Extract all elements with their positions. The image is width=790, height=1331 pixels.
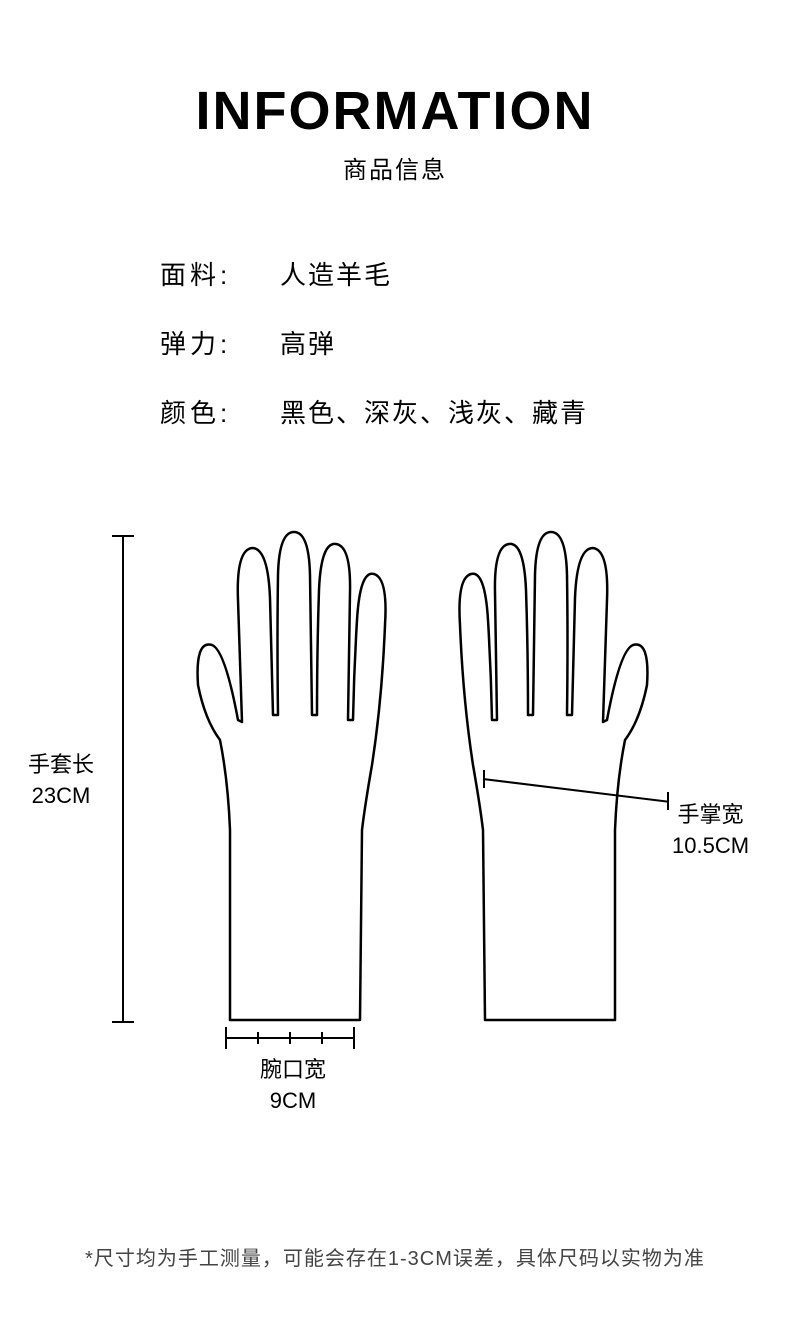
wrist-text: 腕口宽 [260,1055,326,1086]
spec-label: 弹力: [160,324,280,361]
size-diagram: 手套长 23CM 腕口宽 9CM 手掌宽 10.5CM [0,520,790,1080]
wrist-tick [289,1032,291,1044]
length-text: 手套长 [28,750,94,781]
spec-row: 颜色: 黑色、深灰、浅灰、藏青 [160,393,790,430]
height-cap-bottom [112,1021,134,1023]
height-line [122,535,124,1023]
wrist-value: 9CM [260,1086,326,1117]
spec-row: 面料: 人造羊毛 [160,255,790,292]
spec-row: 弹力: 高弹 [160,324,790,361]
glove-right-icon [445,520,655,1025]
footnote: *尺寸均为手工测量，可能会存在1-3CM误差，具体尺码以实物为准 [0,1242,790,1271]
length-value: 23CM [28,781,94,812]
wrist-tick [321,1032,323,1044]
spec-value: 人造羊毛 [280,255,392,292]
palm-cap-right [667,792,669,810]
header: INFORMATION 商品信息 [0,0,790,185]
glove-left-icon [190,520,400,1025]
spec-value: 高弹 [280,324,336,361]
palm-text: 手掌宽 [672,800,749,831]
specs-table: 面料: 人造羊毛 弹力: 高弹 颜色: 黑色、深灰、浅灰、藏青 [0,255,790,430]
spec-value: 黑色、深灰、浅灰、藏青 [280,393,588,430]
spec-label: 颜色: [160,393,280,430]
title-chinese: 商品信息 [0,150,790,185]
palm-label: 手掌宽 10.5CM [672,800,749,862]
spec-label: 面料: [160,255,280,292]
wrist-tick [257,1032,259,1044]
title-english: INFORMATION [0,80,790,142]
length-label: 手套长 23CM [28,750,94,812]
palm-value: 10.5CM [672,831,749,862]
wrist-cap-right [353,1027,355,1049]
wrist-label: 腕口宽 9CM [260,1055,326,1117]
